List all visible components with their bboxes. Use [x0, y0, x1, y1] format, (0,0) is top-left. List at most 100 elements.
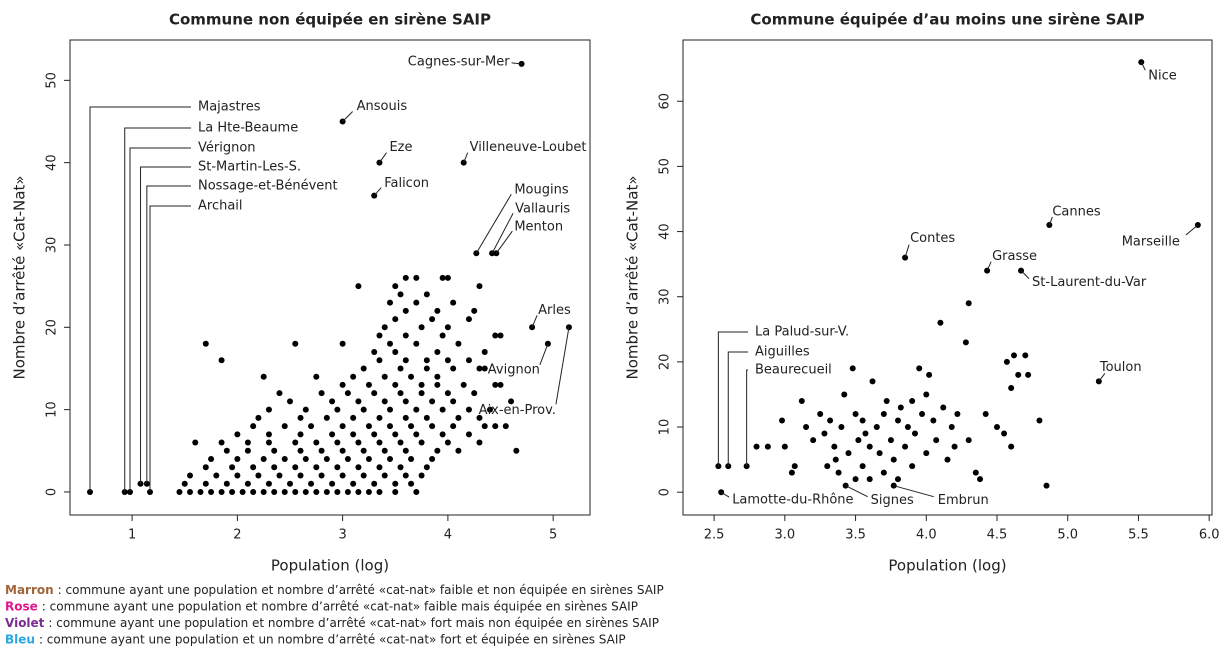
- leader-line: [893, 485, 934, 498]
- leader-line: [491, 212, 514, 254]
- point: [276, 390, 283, 397]
- point: [218, 357, 225, 364]
- x-tick-label: 2: [233, 528, 241, 543]
- point: [271, 447, 278, 454]
- leader-line: [1020, 270, 1030, 280]
- point: [250, 423, 257, 430]
- point: [887, 437, 894, 444]
- point: [350, 480, 357, 487]
- leader-line: [342, 111, 353, 122]
- point: [302, 488, 309, 495]
- annotation: St-Martin-Les-S.: [198, 160, 301, 175]
- point: [265, 406, 272, 413]
- point: [439, 406, 446, 413]
- point: [481, 349, 488, 356]
- leader-line: [555, 327, 570, 405]
- point: [187, 472, 193, 479]
- x-tick-label: 3.0: [774, 528, 795, 543]
- leader-line: [1140, 61, 1146, 71]
- point: [434, 381, 441, 388]
- leader-line: [140, 166, 191, 484]
- point: [308, 423, 315, 430]
- point: [334, 439, 341, 446]
- point: [492, 381, 499, 388]
- point: [408, 480, 415, 487]
- point: [1010, 352, 1017, 359]
- point: [880, 469, 887, 476]
- point: [234, 431, 241, 438]
- point: [392, 381, 399, 388]
- legend-entry: Rose: commune ayant une population et no…: [5, 599, 638, 613]
- point: [387, 340, 393, 347]
- annotation: Aiguilles: [755, 345, 810, 360]
- annotation: Cagnes-sur-Mer: [408, 54, 510, 69]
- point: [923, 391, 930, 398]
- point: [265, 439, 272, 446]
- point: [281, 488, 288, 495]
- point: [817, 411, 824, 418]
- point: [371, 431, 378, 438]
- point: [876, 450, 883, 457]
- point: [323, 456, 330, 463]
- annotation: Eze: [389, 140, 412, 155]
- point: [450, 365, 457, 372]
- y-tick-label: 10: [658, 419, 673, 436]
- leader-line: [531, 315, 538, 328]
- point: [951, 443, 958, 450]
- y-tick-label: 0: [45, 488, 60, 496]
- point: [402, 307, 409, 314]
- point: [902, 443, 909, 450]
- point: [371, 390, 378, 397]
- chart-title: Commune non équipée en sirène SAIP: [169, 11, 491, 29]
- x-axis-label: Population (log): [888, 557, 1006, 575]
- point: [208, 488, 215, 495]
- point: [866, 476, 873, 483]
- point: [444, 324, 451, 331]
- point: [339, 340, 346, 347]
- leader-line: [146, 185, 191, 484]
- point: [832, 456, 839, 463]
- annotation: Menton: [514, 220, 563, 235]
- y-tick-label: 50: [658, 158, 673, 175]
- point: [334, 464, 341, 471]
- point: [344, 390, 351, 397]
- point: [779, 417, 786, 424]
- annotation: Toulon: [1099, 360, 1142, 375]
- annotation: Majastres: [198, 100, 261, 115]
- x-tick-label: 4.0: [916, 528, 937, 543]
- point: [413, 488, 420, 495]
- point: [376, 414, 383, 421]
- point: [402, 357, 409, 364]
- point: [930, 417, 937, 424]
- point: [397, 365, 404, 372]
- point: [481, 365, 488, 372]
- point: [192, 439, 199, 446]
- annotation: Grasse: [992, 249, 1037, 264]
- point: [265, 480, 272, 487]
- y-tick-label: 0: [658, 488, 673, 496]
- point: [213, 472, 220, 479]
- point: [271, 488, 278, 495]
- point: [439, 274, 446, 281]
- point: [423, 414, 430, 421]
- point: [497, 332, 504, 339]
- point: [894, 476, 901, 483]
- point: [944, 456, 951, 463]
- point: [418, 381, 425, 388]
- annotation: La Hte-Beaume: [198, 121, 298, 136]
- point: [413, 340, 420, 347]
- point: [439, 431, 446, 438]
- point: [265, 431, 272, 438]
- annotation: Signes: [871, 493, 914, 508]
- y-axis-label: Nombre d’arrêté «Cat-Nat»: [624, 175, 642, 379]
- y-axis-label: Nombre d’arrêté «Cat-Nat»: [11, 175, 29, 379]
- point: [387, 423, 393, 430]
- point: [360, 472, 367, 479]
- point: [948, 424, 955, 431]
- point: [234, 456, 241, 463]
- annotation: Nossage-et-Bénévent: [198, 179, 338, 194]
- point: [350, 414, 357, 421]
- point: [397, 464, 404, 471]
- x-tick-label: 5.0: [1057, 528, 1078, 543]
- point: [197, 488, 204, 495]
